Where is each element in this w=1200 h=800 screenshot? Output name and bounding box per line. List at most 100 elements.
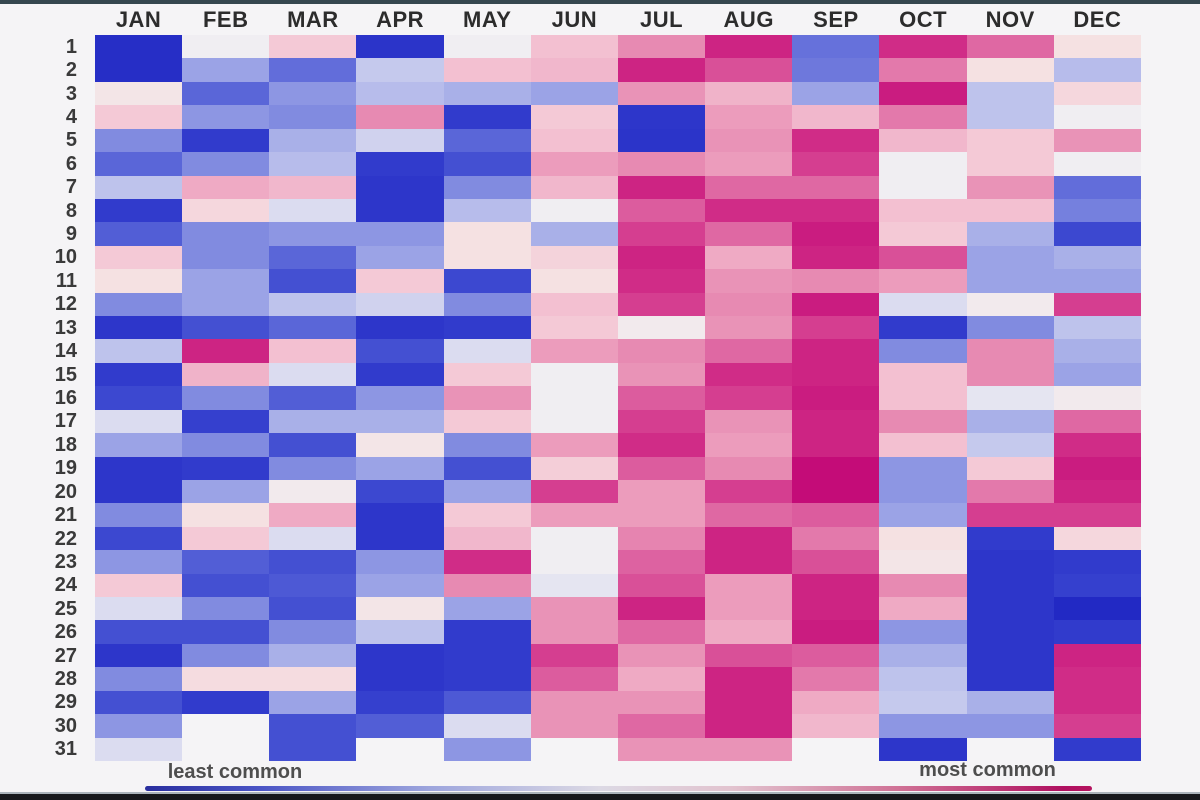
heatmap-cell — [879, 35, 967, 59]
heatmap-cell — [182, 316, 270, 340]
month-label: FEB — [202, 7, 249, 32]
heatmap-cell — [269, 175, 357, 199]
heatmap-cell — [443, 105, 531, 129]
heatmap-cell — [879, 198, 967, 223]
heatmap-cell — [182, 738, 269, 761]
heatmap-cell — [443, 58, 531, 82]
heatmap-cell — [269, 456, 357, 480]
heatmap-cell — [705, 292, 793, 317]
heatmap-cell — [443, 526, 531, 551]
month-label: NOV — [985, 7, 1035, 32]
heatmap-cell — [617, 198, 706, 223]
heatmap-cell — [1053, 526, 1141, 551]
heatmap-cell — [443, 362, 531, 387]
heatmap-cell — [617, 620, 706, 644]
heatmap-cell — [1053, 643, 1141, 668]
heatmap-cell — [95, 620, 183, 644]
heatmap-cell — [879, 339, 967, 363]
heatmap-cell — [705, 386, 793, 410]
heatmap-cell — [1053, 433, 1141, 457]
heatmap-cell — [879, 573, 967, 598]
heatmap-cell — [443, 409, 531, 434]
heatmap-cell — [95, 58, 183, 82]
heatmap-cell — [356, 175, 444, 199]
heatmap-cell — [617, 362, 706, 387]
heatmap-cell — [1053, 222, 1141, 246]
heatmap-cell — [530, 597, 618, 621]
heatmap-cell — [95, 128, 183, 153]
heatmap-cell — [95, 35, 183, 59]
month-label: JUL — [640, 7, 684, 32]
heatmap-cell — [182, 643, 270, 668]
heatmap-cell — [1053, 198, 1141, 223]
heatmap-cell — [530, 222, 618, 246]
heatmap-cell — [182, 222, 270, 246]
heatmap-cell — [705, 269, 793, 293]
heatmap-cell — [617, 550, 706, 574]
heatmap-cell — [1053, 620, 1141, 644]
heatmap-cell — [269, 128, 357, 153]
heatmap-cell — [879, 667, 967, 691]
heatmap-cell — [617, 269, 706, 293]
heatmap-cell — [1053, 690, 1141, 715]
heatmap-cell — [269, 573, 357, 598]
heatmap-cell — [530, 292, 618, 317]
heatmap-cell — [443, 152, 531, 176]
heatmap-cell — [966, 409, 1054, 434]
heatmap-cell — [443, 269, 531, 293]
heatmap-cell — [966, 316, 1054, 340]
heatmap-cell — [792, 339, 880, 363]
day-label: 29 — [54, 691, 77, 714]
heatmap-cell — [966, 597, 1054, 621]
heatmap-cell — [617, 690, 706, 715]
month-label: OCT — [899, 7, 948, 32]
heatmap-cell — [792, 269, 880, 293]
heatmap-cell — [879, 175, 967, 199]
heatmap-cell — [443, 573, 531, 598]
heatmap-cell — [530, 409, 618, 434]
heatmap-cell — [966, 222, 1054, 246]
heatmap-cell — [792, 433, 880, 457]
month-label: JAN — [115, 7, 162, 32]
day-label: 26 — [54, 621, 77, 644]
day-label: 12 — [54, 293, 77, 316]
heatmap-cell — [356, 503, 444, 527]
heatmap-cell — [530, 316, 618, 340]
heatmap-cell — [879, 81, 967, 106]
heatmap-cell — [705, 409, 793, 434]
heatmap-cell — [617, 105, 706, 129]
day-label: 20 — [54, 480, 77, 503]
heatmap-cell — [182, 620, 270, 644]
heatmap-cell — [356, 58, 444, 82]
heatmap-cell — [530, 573, 618, 598]
heatmap-cell — [269, 58, 357, 82]
heatmap-cell — [966, 175, 1054, 199]
heatmap-cell — [617, 175, 706, 199]
heatmap-cell — [966, 152, 1054, 176]
heatmap-cell — [356, 573, 444, 598]
heatmap-cell — [966, 667, 1054, 691]
heatmap-cell — [356, 433, 444, 457]
heatmap-cell — [617, 152, 706, 176]
heatmap-cell — [966, 573, 1054, 598]
heatmap-cell — [356, 81, 444, 106]
month-label: MAY — [463, 7, 512, 32]
heatmap-cell — [966, 198, 1054, 223]
heatmap-cell — [182, 198, 270, 223]
heatmap-cell — [356, 643, 444, 668]
heatmap-cell — [617, 292, 706, 317]
heatmap-cell — [879, 737, 967, 761]
heatmap-cell — [879, 386, 967, 410]
heatmap-cell — [530, 690, 618, 715]
heatmap-cell — [617, 667, 706, 691]
heatmap-cell — [1053, 152, 1141, 176]
heatmap-cell — [95, 198, 183, 223]
heatmap-cell — [443, 503, 531, 527]
heatmap-cell — [792, 643, 880, 668]
heatmap-cell — [1053, 245, 1141, 270]
heatmap-cell — [705, 81, 793, 106]
heatmap-cell — [182, 433, 270, 457]
heatmap-cell — [617, 81, 706, 106]
heatmap-cell — [617, 58, 706, 82]
heatmap-cell — [966, 433, 1054, 457]
